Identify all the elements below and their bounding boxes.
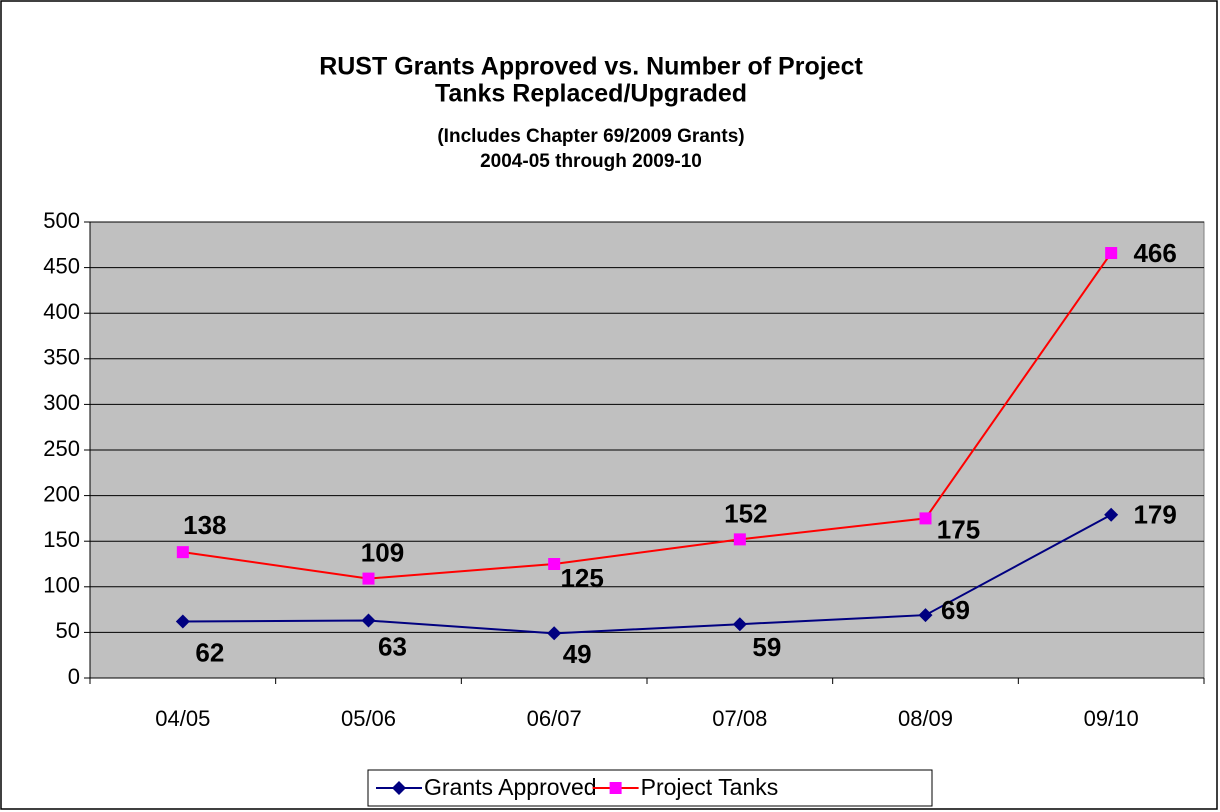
legend-label: Grants Approved <box>424 774 597 800</box>
point <box>175 614 190 629</box>
x-tick-label: 05/06 <box>341 706 396 731</box>
point <box>733 533 746 546</box>
data-label: 49 <box>563 639 592 669</box>
y-tick-label: 100 <box>43 573 80 598</box>
data-label: 138 <box>183 510 226 540</box>
y-tick-label: 0 <box>68 664 80 689</box>
y-tick-label: 250 <box>43 436 80 461</box>
point <box>361 613 376 628</box>
y-tick-label: 200 <box>43 481 80 506</box>
y-tick-label: 300 <box>43 390 80 415</box>
chart-subtitle: (Includes Chapter 69/2009 Grants) <box>437 126 744 147</box>
point <box>919 512 932 525</box>
data-label: 152 <box>724 498 767 528</box>
legend-marker <box>609 782 622 794</box>
point <box>547 626 562 641</box>
legend <box>367 769 933 807</box>
y-tick-label: 400 <box>43 299 80 324</box>
data-label: 466 <box>1133 238 1176 268</box>
series-line <box>182 513 1112 635</box>
point <box>362 572 375 585</box>
legend-label: Project Tanks <box>641 774 779 800</box>
x-tick-label: 07/08 <box>712 706 767 731</box>
point <box>1104 507 1119 522</box>
x-tick-label: 08/09 <box>898 706 953 731</box>
chart-title: Tanks Replaced/Upgraded <box>435 80 747 108</box>
point <box>176 546 189 559</box>
x-tick-label: 04/05 <box>155 706 210 731</box>
data-label: 179 <box>1133 500 1176 530</box>
y-tick-label: 150 <box>43 527 80 552</box>
data-label: 125 <box>560 563 603 593</box>
data-label: 63 <box>378 631 407 661</box>
legend-marker <box>392 781 406 795</box>
y-tick-label: 450 <box>43 253 80 278</box>
chart-title: RUST Grants Approved vs. Number of Proje… <box>319 53 863 81</box>
data-label: 109 <box>361 537 404 567</box>
data-label: 69 <box>941 595 970 625</box>
data-label: 62 <box>195 637 224 667</box>
point <box>548 558 561 570</box>
chart-subtitle: 2004-05 through 2009-10 <box>480 151 702 172</box>
point <box>918 608 933 623</box>
x-tick-label: 09/10 <box>1084 706 1139 731</box>
data-label: 59 <box>752 632 781 662</box>
x-tick-label: 06/07 <box>527 706 582 731</box>
y-tick-label: 350 <box>43 345 80 370</box>
point <box>1105 247 1118 260</box>
series-line <box>182 252 1112 580</box>
y-tick-label: 50 <box>56 618 80 643</box>
y-tick-label: 500 <box>43 208 80 233</box>
data-label: 175 <box>937 514 980 544</box>
point <box>732 617 747 632</box>
